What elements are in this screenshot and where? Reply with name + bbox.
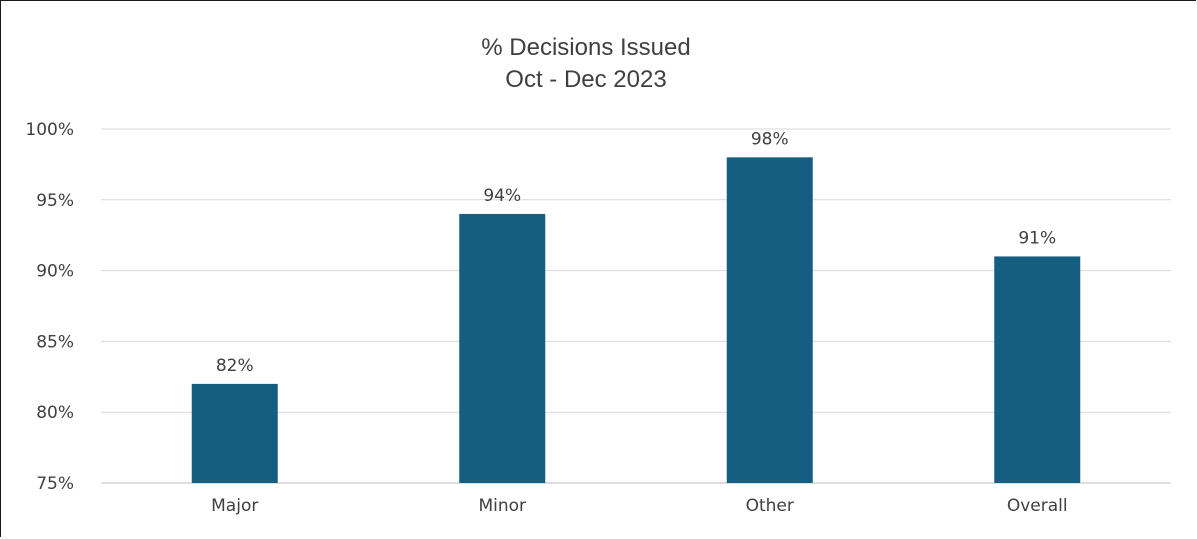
bar-major — [191, 383, 278, 483]
bar-overall — [994, 256, 1081, 483]
y-tick-label-1: 80% — [36, 403, 74, 423]
data-label-minor: 94% — [483, 186, 521, 206]
category-label-overall: Overall — [1007, 496, 1068, 516]
y-tick-label-3: 90% — [36, 262, 74, 282]
category-label-other: Other — [746, 496, 794, 516]
bar-minor — [459, 213, 546, 483]
data-label-major: 82% — [216, 356, 254, 376]
bar-other — [726, 157, 813, 483]
y-tick-label-2: 85% — [36, 332, 74, 352]
data-label-other: 98% — [751, 129, 789, 149]
y-axis-ticks: 75% 80% 85% 90% 95% 100% — [25, 120, 74, 494]
y-tick-label-5: 100% — [25, 120, 74, 140]
category-label-major: Major — [211, 496, 258, 516]
bars — [191, 157, 1081, 483]
category-label-minor: Minor — [478, 496, 526, 516]
chart-title-line-1: % Decisions Issued — [481, 34, 690, 61]
chart-title-line-2: Oct - Dec 2023 — [505, 66, 666, 93]
gridlines — [101, 128, 1171, 484]
x-axis-categories: Major Minor Other Overall — [211, 496, 1067, 516]
y-tick-label-0: 75% — [36, 474, 74, 494]
data-labels: 82% 94% 98% 91% — [216, 129, 1056, 376]
data-label-overall: 91% — [1018, 228, 1056, 248]
y-tick-label-4: 95% — [36, 191, 74, 211]
